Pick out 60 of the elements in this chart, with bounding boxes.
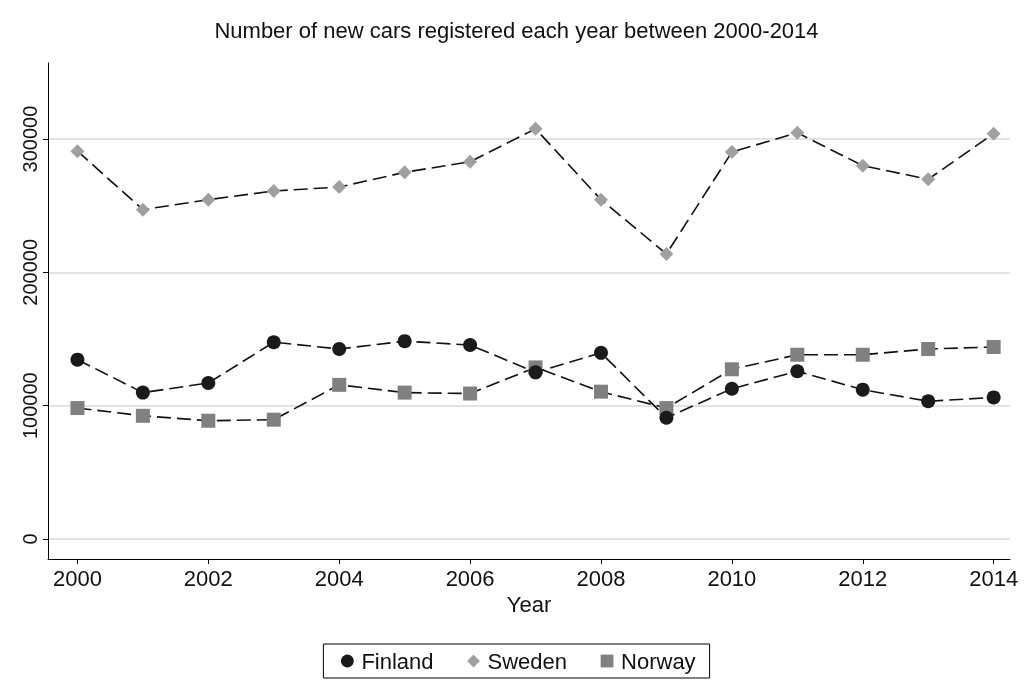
point (593, 192, 608, 207)
point (593, 384, 608, 399)
point (397, 165, 412, 180)
chart-title: Number of new cars registered each year between 2000-2014 (214, 17, 819, 43)
x-tick-label: 2014 (969, 565, 1019, 591)
x-tick-label: 2008 (576, 565, 626, 591)
point (266, 335, 281, 350)
point (135, 385, 150, 400)
x-tick-label: 2002 (183, 565, 233, 591)
point (266, 184, 281, 198)
point (397, 334, 412, 349)
x-tick-label: 2004 (314, 565, 364, 591)
point (463, 154, 478, 169)
point (201, 413, 216, 428)
y-tick-label: 200000 (19, 238, 41, 306)
point (724, 362, 739, 377)
point (266, 412, 281, 427)
point (724, 381, 739, 396)
point (201, 376, 216, 390)
y-tick-label: 0 (19, 533, 41, 545)
point (790, 125, 805, 140)
point (986, 126, 1001, 141)
x-tick-label: 2012 (838, 565, 888, 591)
point (463, 386, 478, 401)
point (528, 121, 543, 136)
point (855, 382, 870, 397)
point (790, 347, 805, 362)
point (855, 158, 870, 173)
x-tick-label: 2000 (52, 565, 102, 591)
y-tick-label: 100000 (19, 372, 41, 440)
legend-label: Sweden (487, 648, 568, 674)
x-tick-label: 2006 (445, 565, 495, 591)
point (921, 394, 936, 409)
point (594, 345, 608, 360)
point (201, 192, 216, 207)
point (659, 410, 674, 425)
point (659, 246, 674, 261)
point (332, 180, 347, 194)
point (397, 385, 412, 400)
y-tick-label: 300000 (19, 105, 41, 173)
point (855, 347, 870, 362)
point (986, 340, 1001, 354)
point (332, 377, 347, 392)
legend-label: Finland (361, 648, 434, 674)
point (332, 342, 347, 356)
point (135, 202, 150, 217)
point (70, 144, 85, 159)
point (463, 338, 478, 352)
point (528, 365, 543, 380)
point (70, 401, 85, 416)
point (986, 390, 1001, 405)
x-tick-label: 2010 (707, 565, 757, 591)
legend-label: Norway (621, 648, 696, 674)
point (790, 364, 805, 379)
point (921, 172, 936, 187)
point (724, 145, 739, 160)
point (921, 342, 936, 356)
point (135, 408, 150, 423)
point (70, 352, 85, 367)
x-axis-title: Year (506, 592, 552, 618)
